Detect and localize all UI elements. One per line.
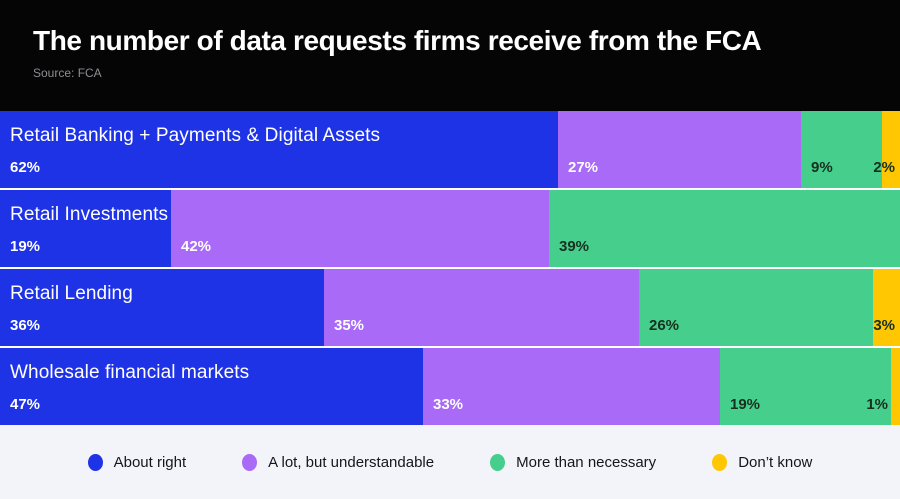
legend-label: A lot, but understandable — [268, 453, 435, 471]
value-label: 3% — [873, 317, 895, 334]
bar-segment-a-lot-but-understandable: 35% — [324, 269, 639, 346]
legend-label: Don’t know — [738, 453, 813, 471]
value-label: 33% — [433, 396, 464, 413]
bar-row-retail-investments: Retail Investments 19% 42% 39% — [0, 190, 900, 267]
value-label: 26% — [649, 317, 680, 334]
bar-segment-about-right: 36% — [0, 269, 324, 346]
value-label: 39% — [559, 238, 590, 255]
bar-row-retail-banking-payments-digital-assets: Retail Banking + Payments & Digital Asse… — [0, 111, 900, 188]
bar-segment-about-right: 47% — [0, 348, 423, 425]
legend-dot-icon — [712, 453, 728, 471]
stacked-bar-chart: Retail Banking + Payments & Digital Asse… — [0, 111, 900, 425]
value-label: 19% — [730, 396, 761, 413]
bar-row-wholesale-financial-markets: Wholesale financial markets 47% 33% 19% 1% — [0, 348, 900, 425]
source-caption: Source: FCA — [33, 66, 102, 81]
bar-segment-more-than-necessary: 39% — [549, 190, 900, 267]
page-title: The number of data requests firms receiv… — [33, 25, 762, 56]
legend-label: About right — [113, 453, 187, 471]
bar-segment-a-lot-but-understandable: 27% — [558, 111, 801, 188]
value-label: 35% — [334, 317, 365, 334]
value-label: 19% — [10, 238, 41, 255]
value-label: 27% — [568, 159, 599, 176]
bar-segment-don-t-know: 2% — [873, 111, 900, 188]
legend-dot-icon — [87, 453, 103, 471]
chart-header: The number of data requests firms receiv… — [0, 0, 900, 111]
bar-segment-about-right: 62% — [0, 111, 558, 188]
bar-row-retail-lending: Retail Lending 36% 35% 26% 3% — [0, 269, 900, 346]
value-label: 9% — [811, 159, 833, 176]
legend-dot-icon — [490, 453, 506, 471]
bar-segment-don-t-know: 3% — [873, 269, 900, 346]
bar-segment-don-t-know: 1% — [866, 348, 900, 425]
value-label: 36% — [10, 317, 41, 334]
bar-segment-more-than-necessary: 26% — [639, 269, 873, 346]
value-label: 62% — [10, 159, 41, 176]
bar-segment-a-lot-but-understandable: 33% — [423, 348, 720, 425]
bar-segment-a-lot-but-understandable: 42% — [171, 190, 549, 267]
legend-item-a-lot-but-understandable: A lot, but understandable — [242, 453, 435, 471]
bar-segment-more-than-necessary: 19% — [720, 348, 891, 425]
legend-dot-icon — [242, 453, 258, 471]
legend-item-more-than-necessary: More than necessary — [490, 453, 657, 471]
chart-legend: About right A lot, but understandable More… — [0, 425, 900, 499]
value-label: 1% — [866, 396, 888, 413]
bar-segment-more-than-necessary: 9% — [801, 111, 882, 188]
legend-label: More than necessary — [516, 453, 657, 471]
value-label: 47% — [10, 396, 41, 413]
bar-segment-about-right: 19% — [0, 190, 171, 267]
legend-item-about-right: About right — [87, 453, 187, 471]
value-label: 2% — [873, 159, 895, 176]
legend-item-don-t-know: Don’t know — [712, 453, 813, 471]
value-label: 42% — [181, 238, 212, 255]
